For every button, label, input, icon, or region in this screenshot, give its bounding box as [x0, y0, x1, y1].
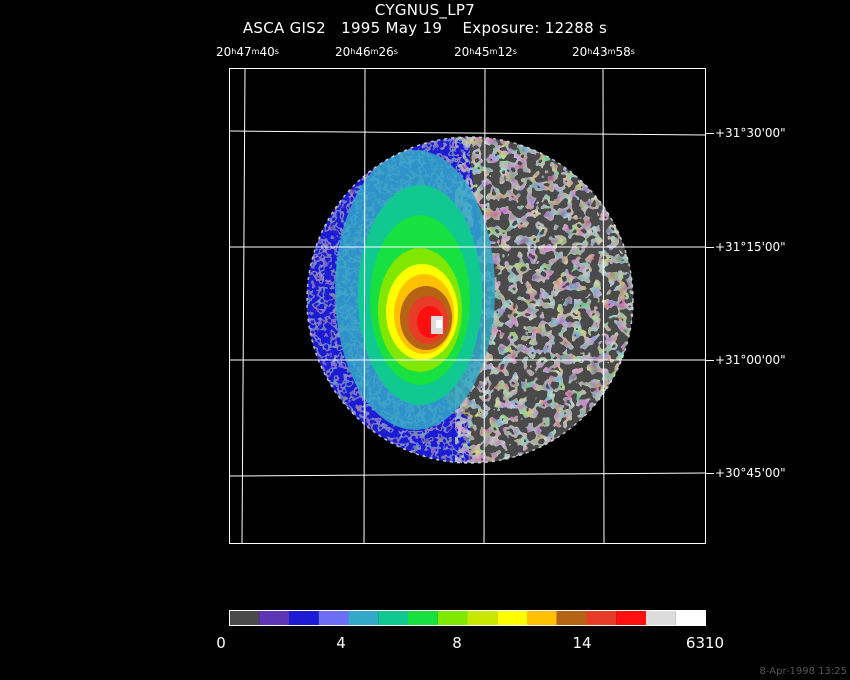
- colorbar-border: [229, 610, 706, 626]
- colorbar-swatch: [527, 610, 557, 626]
- colorbar-swatch: [646, 610, 676, 626]
- colorbar-tick-label: 6310: [685, 634, 725, 652]
- colorbar-swatch: [378, 610, 408, 626]
- dec-label: +31°30'00": [706, 126, 786, 140]
- colorbar-swatch: [586, 610, 617, 626]
- colorbar-swatch: [229, 610, 260, 626]
- object-title: CYGNUS_LP7: [374, 1, 476, 19]
- ra-label: 20h46m26s: [335, 45, 398, 59]
- colorbar-swatch: [318, 610, 349, 626]
- dec-label: +31°15'00": [706, 240, 786, 254]
- ra-label: 20h43m58s: [572, 45, 635, 59]
- colorbar-swatch: [467, 610, 498, 626]
- colorbar-swatch: [616, 610, 646, 626]
- detector-field: [307, 137, 633, 463]
- timestamp: 8-Apr-1998 13:25: [759, 666, 847, 677]
- colorbar-swatch: [289, 610, 319, 626]
- colorbar-swatch: [497, 610, 527, 626]
- colorbar-tick-label: 8: [452, 634, 462, 652]
- colorbar-swatch: [259, 610, 289, 626]
- colorbar-swatch: [408, 610, 438, 626]
- observation-subtitle: ASCA GIS2 1995 May 19 Exposure: 12288 s: [242, 19, 608, 37]
- colorbar-swatch: [437, 610, 468, 626]
- ra-label: 20h45m12s: [454, 45, 517, 59]
- colorbar-tick-label: 4: [336, 634, 346, 652]
- dec-label: +30°45'00": [706, 466, 786, 480]
- dec-label: +31°00'00": [706, 353, 786, 367]
- colorbar-tick-label: 14: [572, 634, 592, 652]
- colorbar-tick-label: 0: [216, 634, 226, 652]
- color-scale-bar: [229, 610, 706, 626]
- ra-label: 20h47m40s: [216, 45, 279, 59]
- coordinate-grid: [229, 68, 707, 544]
- colorbar-swatch: [675, 610, 706, 626]
- colorbar-swatch: [556, 610, 587, 626]
- colorbar-swatch: [348, 610, 379, 626]
